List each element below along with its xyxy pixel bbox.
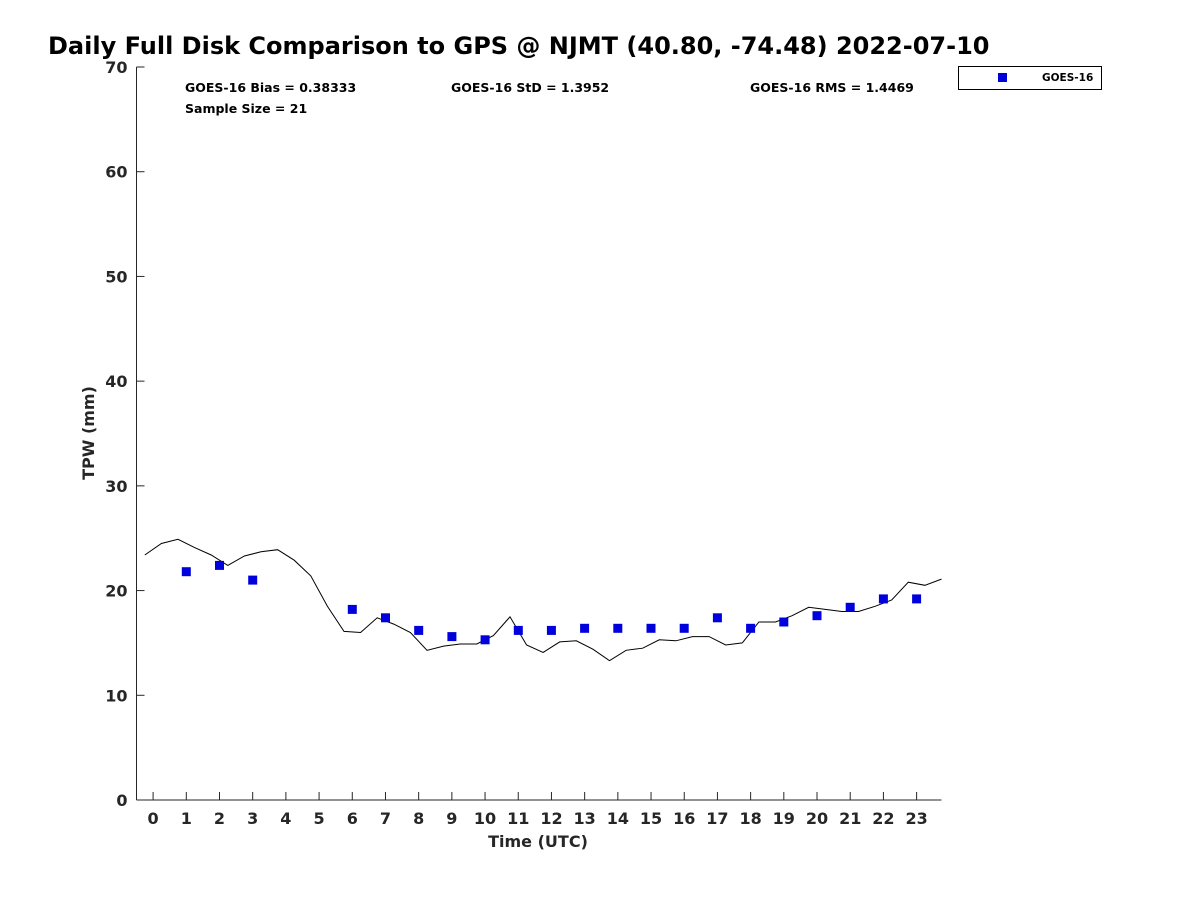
goes16-point-10 <box>480 635 490 645</box>
y-tick-label-20: 20 <box>105 582 127 601</box>
rms-stat: GOES-16 RMS = 1.4469 <box>750 80 914 95</box>
goes16-point-14 <box>613 623 623 633</box>
y-axis-label: TPW (mm) <box>79 386 98 480</box>
x-tick-label-3: 3 <box>247 809 258 828</box>
goes16-point-21 <box>845 602 855 612</box>
goes16-point-8 <box>414 625 424 635</box>
bias-stat: GOES-16 Bias = 0.38333 <box>185 80 356 95</box>
x-tick-label-2: 2 <box>214 809 225 828</box>
goes16-point-18 <box>746 623 756 633</box>
goes16-point-13 <box>580 623 590 633</box>
x-tick-label-8: 8 <box>413 809 424 828</box>
legend-box <box>958 66 1102 90</box>
goes16-point-23 <box>912 594 922 604</box>
y-tick-label-30: 30 <box>105 477 127 496</box>
y-tick-label-40: 40 <box>105 372 127 391</box>
plot-series <box>144 538 942 662</box>
goes16-point-6 <box>347 604 357 614</box>
goes16-point-7 <box>381 613 390 623</box>
goes16-point-17 <box>712 613 722 623</box>
x-tick-label-13: 13 <box>574 809 596 828</box>
x-tick-label-12: 12 <box>540 809 562 828</box>
x-tick-label-22: 22 <box>872 809 894 828</box>
x-axis-label: Time (UTC) <box>488 832 588 851</box>
y-tick-label-60: 60 <box>105 163 127 182</box>
x-tick-label-18: 18 <box>739 809 761 828</box>
x-tick-label-7: 7 <box>380 809 391 828</box>
y-tick-label-0: 0 <box>116 791 127 810</box>
y-tick-label-50: 50 <box>105 267 127 286</box>
x-tick-label-21: 21 <box>839 809 861 828</box>
goes16-point-11 <box>513 625 523 635</box>
goes16-point-3 <box>248 575 258 585</box>
goes16-point-20 <box>812 611 822 621</box>
x-tick-label-15: 15 <box>640 809 662 828</box>
goes16-point-22 <box>878 594 888 604</box>
goes16-point-19 <box>779 617 789 627</box>
legend: GOES-16 <box>958 66 1102 90</box>
x-tick-label-16: 16 <box>673 809 695 828</box>
legend-marker-goes16 <box>998 73 1007 82</box>
sample-size-stat: Sample Size = 21 <box>185 101 307 116</box>
legend-label-goes16: GOES-16 <box>1042 72 1093 84</box>
x-tick-label-9: 9 <box>446 809 457 828</box>
goes16-point-15 <box>646 623 656 633</box>
x-tick-label-20: 20 <box>806 809 828 828</box>
x-tick-label-14: 14 <box>607 809 629 828</box>
x-tick-label-10: 10 <box>474 809 496 828</box>
std-stat: GOES-16 StD = 1.3952 <box>451 80 609 95</box>
x-tick-label-5: 5 <box>314 809 325 828</box>
x-tick-label-0: 0 <box>148 809 159 828</box>
goes16-point-12 <box>546 625 556 635</box>
x-tick-label-19: 19 <box>773 809 795 828</box>
x-tick-label-1: 1 <box>181 809 192 828</box>
goes16-point-2 <box>215 560 224 570</box>
x-tick-label-11: 11 <box>507 809 529 828</box>
goes16-point-16 <box>679 623 689 633</box>
goes16-point-9 <box>447 632 457 642</box>
x-tick-label-23: 23 <box>905 809 927 828</box>
goes16-point-1 <box>181 567 191 577</box>
y-tick-label-10: 10 <box>105 686 127 705</box>
x-tick-label-17: 17 <box>706 809 728 828</box>
gps-tpw-line <box>144 538 942 662</box>
chart-title: Daily Full Disk Comparison to GPS @ NJMT… <box>48 32 989 60</box>
x-tick-label-4: 4 <box>280 809 291 828</box>
y-tick-label-70: 70 <box>105 58 127 77</box>
x-tick-label-6: 6 <box>347 809 358 828</box>
